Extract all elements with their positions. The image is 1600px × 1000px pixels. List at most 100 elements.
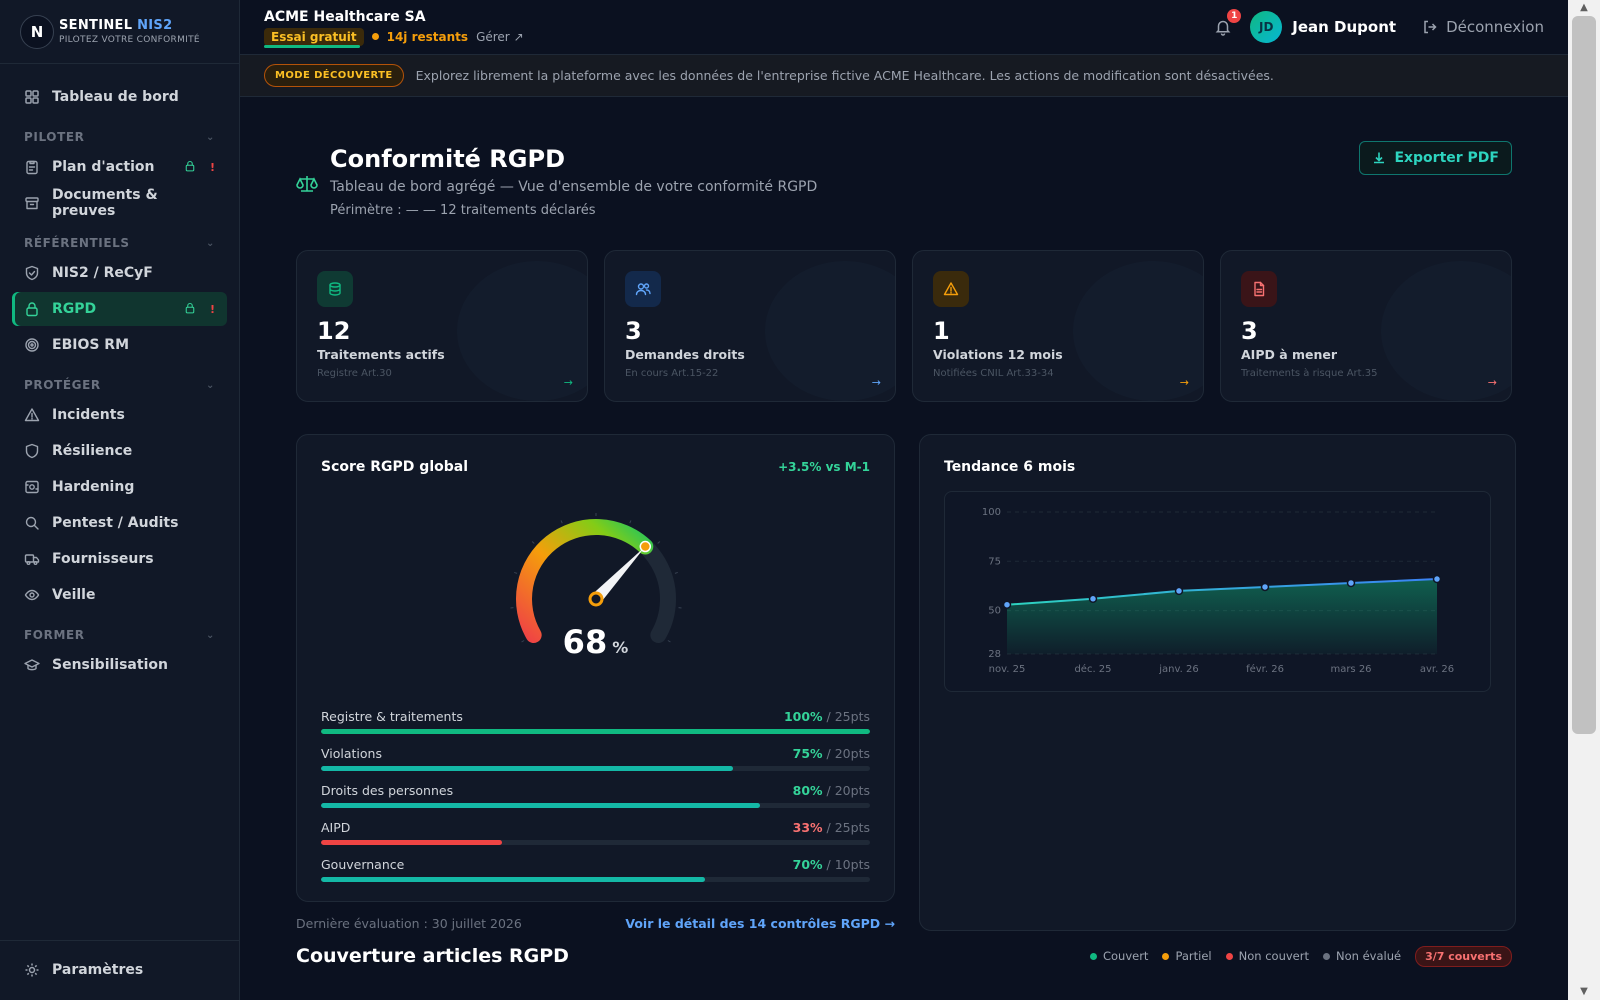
chevron-down-icon: ⌄ <box>206 379 215 391</box>
legend-dot <box>1162 952 1170 960</box>
arrow-right-icon: → <box>1179 376 1189 389</box>
sidebar-item[interactable]: Pentest / Audits <box>12 506 227 540</box>
page-content: Conformité RGPD Tableau de bord agrégé —… <box>240 141 1568 931</box>
score-bar-fill <box>321 840 503 845</box>
sidebar-item[interactable]: Fournisseurs <box>12 542 227 576</box>
trend-point[interactable] <box>1088 594 1098 604</box>
legend-item: Partiel <box>1162 949 1212 963</box>
scroll-down-arrow[interactable]: ▼ <box>1580 986 1588 997</box>
kpi-card[interactable]: 3 Demandes droits En cours Art.15-22 → <box>604 250 896 402</box>
trend-point[interactable] <box>1174 586 1184 596</box>
warning-icon <box>24 407 40 423</box>
sidebar-item-label: Plan d'action <box>52 159 155 175</box>
sidebar-item[interactable]: Sensibilisation <box>12 648 227 682</box>
main: ACME Healthcare SA Essai gratuit 14j res… <box>240 0 1568 1000</box>
kpi-card[interactable]: 1 Violations 12 mois Notifiées CNIL Art.… <box>912 250 1204 402</box>
sidebar-footer: Paramètres <box>0 940 239 1000</box>
score-bar-label: AIPD <box>321 820 351 835</box>
y-tick-label: 75 <box>988 556 1001 567</box>
export-pdf-button[interactable]: Exporter PDF <box>1359 141 1512 175</box>
sidebar-item[interactable]: Documents & preuves <box>12 186 227 220</box>
score-bar-row: Violations 75% / 20pts <box>321 746 870 771</box>
page-scope: Périmètre : — — 12 traitements déclarés <box>330 203 596 218</box>
trend-point[interactable] <box>1260 582 1270 592</box>
score-bar-percent: 33% <box>792 820 823 835</box>
legend-dot <box>1225 952 1233 960</box>
kpi-label: Traitements actifs <box>317 347 445 362</box>
x-tick-label: mars 26 <box>1330 664 1371 675</box>
kpi-value: 1 <box>933 317 950 345</box>
brand-tagline: PILOTEZ VOTRE CONFORMITÉ <box>59 35 200 45</box>
kpi-card[interactable]: 3 AIPD à mener Traitements à risque Art.… <box>1220 250 1512 402</box>
legend-item: Non couvert <box>1225 949 1309 963</box>
truck-icon <box>24 551 40 567</box>
sidebar-item[interactable]: Résilience <box>12 434 227 468</box>
legend-dot <box>1089 952 1097 960</box>
user-name[interactable]: Jean Dupont <box>1292 18 1397 36</box>
sidebar-item[interactable]: RGPD! <box>12 292 227 326</box>
score-bar-fill <box>321 729 870 734</box>
x-tick-label: févr. 26 <box>1246 663 1284 675</box>
graduation-icon <box>24 657 40 673</box>
gauge-needle-tip <box>639 540 651 553</box>
avatar[interactable]: JD <box>1250 11 1283 43</box>
lock-icon <box>184 160 196 175</box>
org-name: ACME Healthcare SA <box>264 8 426 25</box>
sidebar-item-settings[interactable]: Paramètres <box>12 953 227 987</box>
sidebar-item[interactable]: EBIOS RM <box>12 328 227 362</box>
arrow-right-icon: → <box>563 376 573 389</box>
arrow-right-icon: → <box>1487 376 1497 389</box>
score-bar-points: / 10pts <box>826 857 870 872</box>
logout-icon <box>1424 20 1437 34</box>
score-bar-label: Registre & traitements <box>321 709 463 724</box>
logout-button[interactable]: Déconnexion <box>1422 18 1544 36</box>
score-bar-label: Gouvernance <box>321 857 405 872</box>
scroll-up-arrow[interactable]: ▲ <box>1580 2 1588 13</box>
coverage-count-badge: 3/7 couverts <box>1415 945 1512 967</box>
gauge-svg <box>509 513 682 643</box>
trend-point[interactable] <box>1002 600 1012 609</box>
trend-line <box>1006 578 1438 606</box>
kpi-sublabel: Registre Art.30 <box>317 368 392 379</box>
discovery-banner: MODE DÉCOUVERTE Explorez librement la pl… <box>240 55 1568 97</box>
manage-link[interactable]: Gérer ↗ <box>476 29 524 44</box>
lock-icon <box>24 301 40 317</box>
scale-icon <box>296 173 318 199</box>
sidebar-section-header[interactable]: RÉFÉRENTIELS ⌄ <box>12 230 227 256</box>
notifications-button[interactable]: 1 <box>1212 9 1242 38</box>
gear-icon <box>24 962 40 978</box>
kpi-card[interactable]: 12 Traitements actifs Registre Art.30 → <box>296 250 588 402</box>
coverage-header: Couverture articles RGPD Couvert Partiel N… <box>296 945 1512 967</box>
scrollbar-thumb[interactable] <box>1572 16 1596 734</box>
lock-icon <box>184 302 196 317</box>
sidebar-item[interactable]: Hardening <box>12 470 227 504</box>
trend-point[interactable] <box>1346 578 1356 588</box>
page-scrollbar[interactable]: ▲ ▼ <box>1568 0 1600 1000</box>
sidebar-item[interactable]: Incidents <box>12 398 227 432</box>
bell-icon <box>1215 20 1231 36</box>
sidebar-item-label: Documents & preuves <box>52 187 158 219</box>
sidebar-item[interactable]: Plan d'action! <box>12 150 227 184</box>
kpi-sublabel: Traitements à risque Art.35 <box>1241 368 1378 379</box>
y-tick-label: 50 <box>988 606 1001 617</box>
sidebar-item-dashboard[interactable]: Tableau de bord <box>12 80 227 114</box>
alert-triangle-icon <box>933 271 969 307</box>
kpi-label: Violations 12 mois <box>933 347 1063 362</box>
sidebar-item-label: Fournisseurs <box>52 551 154 567</box>
sidebar-section-header[interactable]: PROTÉGER ⌄ <box>12 372 227 398</box>
kpi-label: Demandes droits <box>625 347 745 362</box>
sidebar-section-header[interactable]: FORMER ⌄ <box>12 622 227 648</box>
score-bar-row: Gouvernance 70% / 10pts <box>321 857 870 882</box>
score-bar-percent: 80% <box>792 783 823 798</box>
sidebar-section-header[interactable]: PILOTER ⌄ <box>12 124 227 150</box>
sidebar-item[interactable]: Veille <box>12 578 227 612</box>
discovery-mode-badge: MODE DÉCOUVERTE <box>264 64 404 87</box>
score-bar-track <box>321 766 870 771</box>
trend-point[interactable] <box>1432 574 1442 584</box>
controls-detail-link[interactable]: Voir le détail des 14 contrôles RGPD → <box>625 916 895 931</box>
sidebar-section-label: PILOTER <box>24 130 85 144</box>
sidebar-item[interactable]: NIS2 / ReCyF <box>12 256 227 290</box>
score-bar-row: AIPD 33% / 25pts <box>321 820 870 845</box>
notification-count: 1 <box>1227 9 1242 23</box>
brand[interactable]: N SENTINEL NIS2 PILOTEZ VOTRE CONFORMITÉ <box>0 0 239 64</box>
